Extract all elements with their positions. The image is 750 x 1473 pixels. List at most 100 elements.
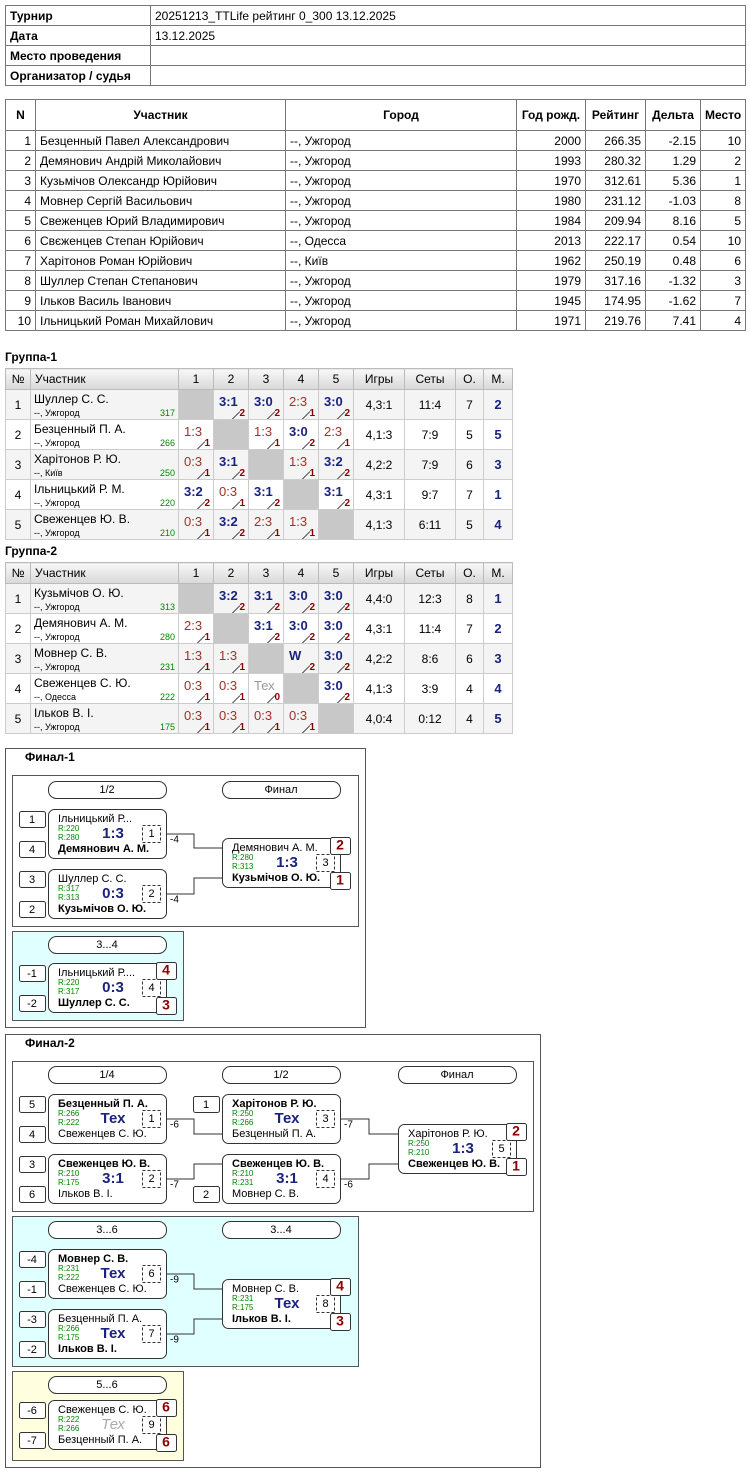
match-score: 1:3: [102, 825, 124, 842]
header-row: N Участник Город Год рожд. Рейтинг Дельта Мест…: [5, 99, 746, 131]
cell: 1962: [516, 250, 586, 271]
cell: 10: [5, 310, 36, 331]
player-name: Безценный П. А.: [58, 1313, 142, 1325]
column-header: Игры: [353, 562, 405, 584]
match-box: [398, 1124, 517, 1174]
points: 8: [455, 583, 484, 614]
games: 4,1:3: [353, 509, 405, 540]
row-number: 4: [5, 479, 31, 510]
place: 1: [483, 583, 513, 614]
column-header: 2: [213, 562, 249, 584]
score-cell: 3:0 2: [283, 419, 319, 450]
match-number-box: [316, 1295, 335, 1313]
match-points: 1: [239, 722, 245, 733]
player-name: Ільницький Р....: [58, 967, 135, 979]
match-score: 3:1: [276, 1170, 298, 1187]
match-points: 1: [239, 498, 245, 509]
points: 7: [455, 389, 484, 420]
score-cell: 3:0 2: [318, 583, 354, 614]
player-cell: Свеженцев С. Ю. --, Одесса 222: [30, 673, 179, 704]
info-row: Турнир 20251213_TTLife рейтинг 0_300 13.1…: [5, 5, 746, 26]
games: 4,1:3: [353, 673, 405, 704]
match-number-box: [142, 1265, 161, 1283]
seed-box: [193, 1186, 220, 1203]
column-header: №: [5, 368, 31, 390]
player-rating: 317: [159, 408, 175, 418]
match-score: 0:3: [184, 454, 203, 469]
loser-link: -9: [170, 1335, 179, 1346]
connector: [166, 1163, 222, 1180]
cell: 6: [700, 250, 746, 271]
match-score: 0:3: [102, 885, 124, 902]
connector: [166, 1318, 222, 1335]
match-points: 1: [309, 468, 315, 479]
match-points: 2: [344, 498, 350, 509]
player-cell: Свеженцев Ю. В. --, Ужгород 210: [30, 509, 179, 540]
cell: 8: [700, 190, 746, 211]
round-label: 3...4: [270, 1224, 291, 1236]
match-score: 3:2: [219, 514, 238, 529]
info-table: Турнир 20251213_TTLife рейтинг 0_300 13.1…: [5, 5, 746, 86]
match-points: 1: [204, 438, 210, 449]
column-header: Город: [285, 99, 517, 131]
player-city: --, Ужгород: [34, 602, 80, 612]
place-box: [156, 962, 177, 980]
place: 2: [483, 613, 513, 644]
sets: 7:9: [404, 449, 456, 480]
player-rating: R:250: [232, 1109, 254, 1118]
seed-box: [19, 901, 46, 918]
games: 4,1:3: [353, 419, 405, 450]
match-score: Тех: [101, 1416, 125, 1433]
group-row: 4 Свеженцев С. Ю. --, Одесса 222 0:3 1 0:3 1 Тех…: [5, 673, 513, 704]
sets: 8:6: [404, 643, 456, 674]
match-score: 0:3: [102, 979, 124, 996]
seed-label: -4: [27, 1254, 37, 1266]
player-name: Харітонов Р. Ю.: [232, 1098, 317, 1110]
score-cell: 0:3 1: [283, 703, 319, 734]
diagonal-cell: [283, 673, 319, 704]
participant-row: 10 Ільницький Роман Михайлович --, Ужгород…: [5, 310, 746, 331]
participant-row: 8 Шуллер Степан Степанович --, Ужгород 1979…: [5, 270, 746, 291]
match-points: 2: [274, 602, 280, 613]
column-header: 1: [178, 368, 214, 390]
cell: 6: [5, 230, 36, 251]
score-cell: 0:3 1: [213, 479, 249, 510]
place: 2: [483, 389, 513, 420]
match-number-box: [316, 1110, 335, 1128]
player-name: Свеженцев С. Ю.: [58, 1128, 147, 1140]
match-score: 3:2: [219, 588, 238, 603]
info-value: 13.12.2025: [150, 25, 746, 46]
player-city: --, Ужгород: [34, 662, 80, 672]
match-points: 1: [204, 528, 210, 539]
row-number: 3: [5, 643, 31, 674]
row-number: 1: [5, 583, 31, 614]
column-header: 5: [318, 562, 354, 584]
match-number: 2: [148, 1173, 154, 1185]
player-rating: R:231: [232, 1178, 254, 1187]
info-label: Организатор / судья: [5, 65, 151, 86]
cell: 1: [700, 170, 746, 191]
place-label: 2: [512, 1123, 520, 1139]
place: 1: [483, 479, 513, 510]
player-cell: Харітонов Р. Ю. --, Київ 250: [30, 449, 179, 480]
score-cell: 3:1 2: [248, 613, 284, 644]
match-score: Тех: [101, 1110, 127, 1127]
participants-table: N Участник Город Год рожд. Рейтинг Дельта Мест…: [5, 99, 746, 331]
match-number: 4: [322, 1173, 328, 1185]
seed-box: [19, 1402, 46, 1419]
match-points: 2: [344, 662, 350, 673]
player-city: --, Ужгород: [34, 528, 80, 538]
player-rating: 266: [159, 438, 175, 448]
match-number: 8: [322, 1298, 328, 1310]
diagonal-cell: [213, 419, 249, 450]
seed-label: -1: [27, 968, 37, 980]
cell: 1971: [516, 310, 586, 331]
seed-label: 4: [29, 844, 35, 856]
match-points: 2: [239, 602, 245, 613]
group-title: Группа-2: [5, 544, 58, 558]
connector: [340, 1118, 398, 1135]
match-points: 1: [309, 408, 315, 419]
sets: 12:3: [404, 583, 456, 614]
column-header: Игры: [353, 368, 405, 390]
